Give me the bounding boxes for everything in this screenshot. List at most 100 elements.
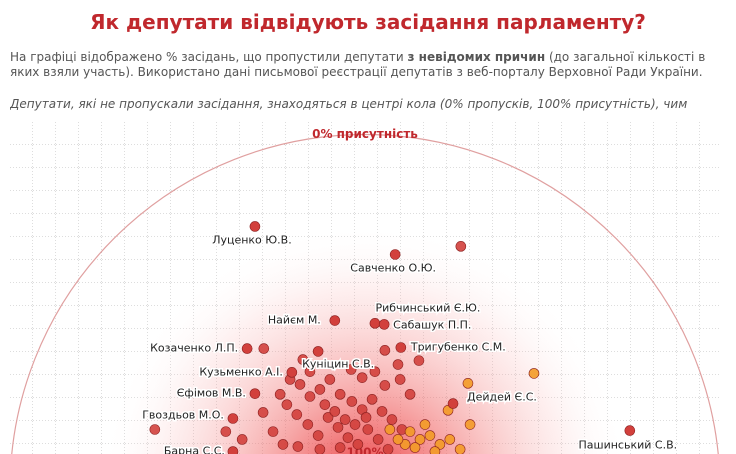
point-label: Козаченко Л.П. [150, 342, 238, 355]
dot [334, 389, 346, 400]
note: Депутати, які не пропускали засідання, з… [10, 97, 688, 111]
point-label: Барна С.С. [164, 445, 225, 454]
dot [392, 434, 404, 445]
dot [464, 419, 476, 430]
point-label: Луценко Ю.В. [212, 233, 292, 246]
dot [249, 388, 261, 399]
description: На графіці відображено % засідань, що пр… [10, 50, 725, 80]
dot [292, 441, 304, 452]
dot [419, 419, 431, 430]
description-text: На графіці відображено % засідань, що пр… [10, 50, 408, 64]
dot [312, 430, 324, 441]
dot [241, 343, 253, 354]
dot [332, 422, 344, 433]
dot [329, 315, 341, 326]
dot [379, 345, 391, 356]
dot [294, 379, 306, 390]
dot [322, 412, 334, 423]
dot [346, 396, 358, 407]
point-label: Савченко О.Ю. [350, 261, 436, 274]
dot [404, 426, 416, 437]
point-label: Єфімов М.В. [177, 387, 246, 400]
dot [382, 444, 394, 454]
dot [356, 372, 368, 383]
point-label: Куніцин С.В. [302, 357, 374, 370]
dot [624, 425, 636, 436]
dot [329, 406, 341, 417]
dot [257, 407, 269, 418]
dot [384, 424, 396, 435]
dot [349, 419, 361, 430]
dot [389, 249, 401, 260]
dot [258, 343, 270, 354]
dot [339, 414, 351, 425]
dot [324, 374, 336, 385]
dot [455, 241, 467, 252]
dot [291, 409, 303, 420]
point-label: Рибчинський Є.Ю. [375, 301, 480, 314]
dot [274, 389, 286, 400]
point-label: Пашинський С.В. [579, 439, 678, 452]
dot [362, 424, 374, 435]
point-label: Кузьменко А.І. [199, 365, 283, 378]
dot [352, 439, 364, 450]
dot [414, 434, 426, 445]
dot [404, 389, 416, 400]
dot [227, 446, 239, 454]
dot [413, 355, 425, 366]
dot [409, 442, 421, 453]
dot [366, 394, 378, 405]
rim-label: 0% присутність [312, 127, 418, 141]
dot [447, 398, 459, 409]
plot-area: 0% присутність 100% Луценко Ю.В. Савченко О… [11, 127, 719, 454]
dot [369, 366, 381, 377]
dot [372, 434, 384, 445]
dot [342, 432, 354, 443]
description-text: (до загальної кількості в яких взяли уча… [10, 50, 706, 79]
dot [392, 359, 404, 370]
dot [304, 391, 316, 402]
dot [277, 439, 289, 450]
dot [444, 434, 456, 445]
dot [297, 354, 309, 365]
point-label: Найєм М. [268, 314, 321, 327]
dot [376, 406, 388, 417]
dot [379, 380, 391, 391]
point-label: Гвоздьов М.О. [142, 409, 224, 422]
dot [386, 414, 398, 425]
dot [220, 426, 232, 437]
dot [454, 444, 466, 454]
dot [378, 319, 390, 330]
outer-ring [11, 134, 719, 454]
dot [462, 378, 474, 389]
center-label: 100% [346, 446, 383, 454]
dot [302, 419, 314, 430]
dot [227, 413, 239, 424]
dot [319, 399, 331, 410]
dot [304, 366, 316, 377]
dot [394, 374, 406, 385]
dot [345, 364, 357, 375]
dot [312, 346, 324, 357]
point-label: Сабашук П.П. [393, 318, 471, 331]
dot [424, 430, 436, 441]
point-label: Тригубенко С.М. [410, 341, 506, 354]
glow [101, 223, 629, 454]
dot [281, 399, 293, 410]
dot [249, 221, 261, 232]
dot [395, 342, 407, 353]
dot [528, 368, 540, 379]
dot [369, 318, 381, 329]
dot [314, 384, 326, 395]
dot [236, 434, 248, 445]
point-label: Дейдей Є.С. [467, 391, 537, 404]
dot [286, 367, 298, 378]
description-bold: з невідомих причин [407, 50, 546, 64]
dot [149, 424, 161, 435]
dot [267, 426, 279, 437]
dot [314, 444, 326, 454]
dot [429, 446, 441, 454]
dot [360, 412, 372, 423]
